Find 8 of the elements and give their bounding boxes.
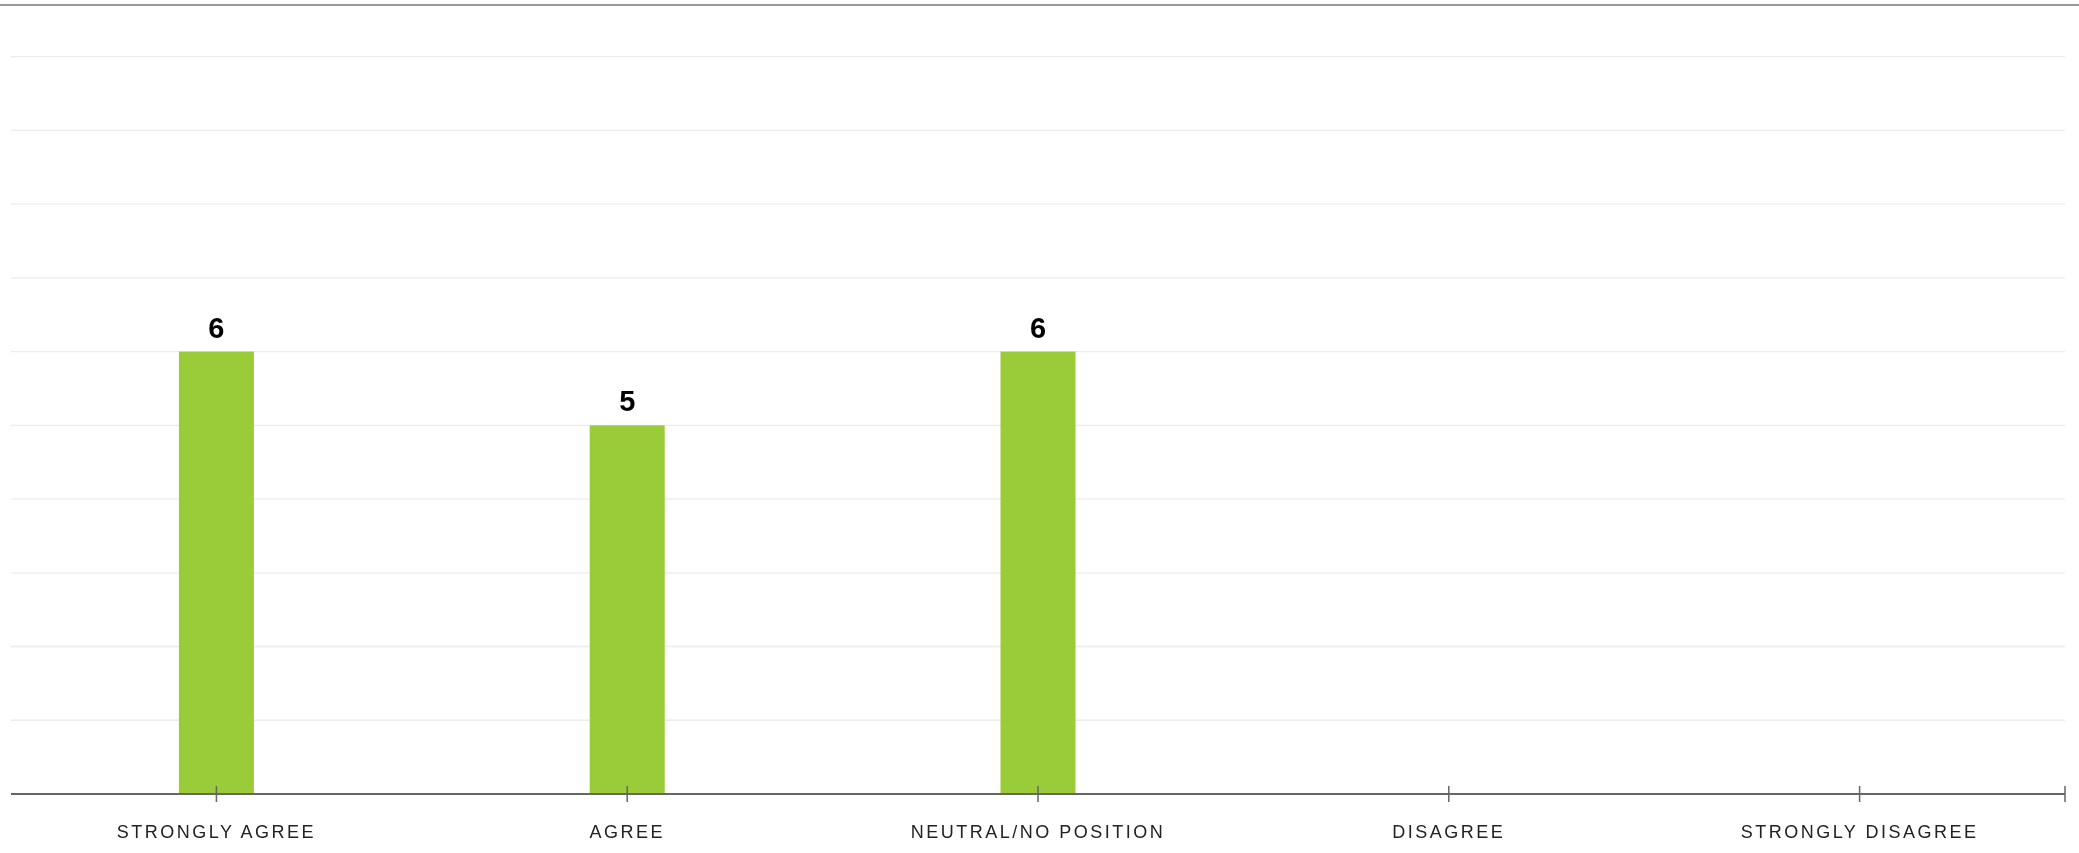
x-tick-label: STRONGLY AGREE xyxy=(116,822,317,842)
x-tick-label: STRONGLY DISAGREE xyxy=(1740,822,1979,842)
x-tick-label: NEUTRAL/NO POSITION xyxy=(910,822,1166,842)
x-tick-label: DISAGREE xyxy=(1392,822,1506,842)
data-label: 6 xyxy=(208,311,225,344)
x-tick-label: AGREE xyxy=(589,822,665,842)
data-label: 5 xyxy=(619,385,636,418)
data-label: 6 xyxy=(1029,311,1047,344)
